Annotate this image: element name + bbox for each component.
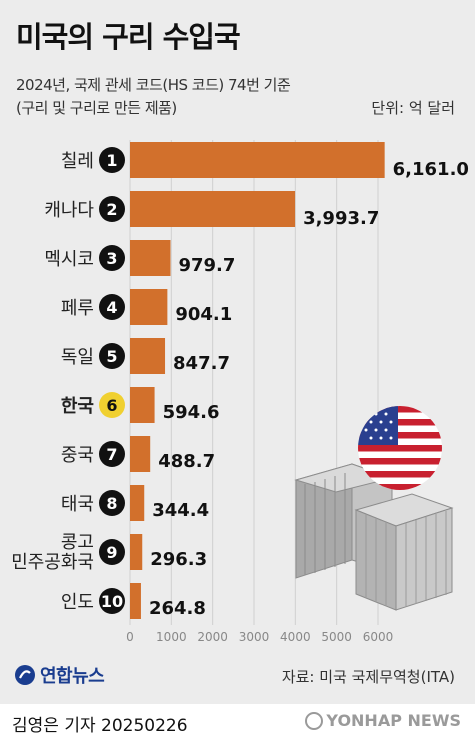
bar — [130, 436, 151, 472]
rank-number: 4 — [106, 298, 117, 317]
rank-number: 9 — [106, 543, 117, 562]
x-tick-label: 6000 — [363, 630, 394, 644]
unit-label: 단위: 억 달러 — [371, 99, 455, 117]
bar — [130, 534, 143, 570]
rank-badge — [99, 490, 125, 516]
value-label: 847.7 — [173, 353, 230, 374]
rank-badge — [99, 294, 125, 320]
value-label: 3,993.7 — [303, 208, 379, 229]
byline: 김영은 기자 20250226 — [12, 716, 188, 736]
rank-badge — [99, 196, 125, 222]
illustration — [294, 406, 454, 611]
rank-badge — [99, 539, 125, 565]
source-note: 자료: 미국 국제무역청(ITA) — [281, 668, 455, 686]
watermark-logo-icon — [305, 711, 324, 730]
category-label: 태국 — [61, 494, 94, 515]
x-tick-label: 0 — [126, 630, 134, 644]
bars-layer: 1 칠레 6,161.0 2 캐나다 3,993.7 3 멕시코 979.7 4 페루 904.1 5독… — [11, 142, 469, 619]
value-label: 488.7 — [158, 451, 215, 472]
rank-badge — [99, 245, 125, 271]
shipping-container-icon — [354, 493, 454, 611]
rank-number: 1 — [106, 151, 117, 170]
x-tick-label: 5000 — [321, 630, 352, 644]
bar — [130, 387, 155, 423]
value-label: 344.4 — [152, 500, 209, 521]
bar — [130, 142, 385, 178]
value-label: 6,161.0 — [393, 159, 469, 180]
bar — [130, 338, 166, 374]
category-label: 콩고 — [61, 532, 94, 553]
rank-number: 6 — [106, 396, 117, 415]
yonhap-logo-icon — [15, 665, 35, 685]
value-label: 904.1 — [175, 304, 232, 325]
category-label: 민주공화국 — [11, 552, 94, 573]
watermark: YONHAP NEWS — [305, 711, 461, 730]
value-label: 296.3 — [150, 549, 207, 570]
x-tick-label: 1000 — [156, 630, 187, 644]
category-label: 중국 — [61, 445, 94, 466]
rank-number: 10 — [101, 592, 123, 611]
bar — [130, 485, 145, 521]
rank-badge — [99, 343, 125, 369]
value-label: 594.6 — [163, 402, 220, 423]
rank-number: 5 — [106, 347, 117, 366]
subtitle-line-2: (구리 및 구리로 만든 제품) — [16, 99, 177, 117]
rank-number: 2 — [106, 200, 117, 219]
bar — [130, 583, 141, 619]
bar-chart: 0 1000 2000 3000 4000 5000 6000 — [11, 140, 469, 644]
rank-badge — [99, 441, 125, 467]
category-label: 멕시코 — [44, 249, 94, 270]
category-label: 한국 — [61, 396, 94, 417]
yonhap-logo: 연합뉴스 — [14, 664, 105, 687]
page-title: 미국의 구리 수입국 — [16, 20, 241, 54]
category-label: 인도 — [61, 592, 94, 613]
category-label: 독일 — [61, 347, 94, 368]
rank-badge — [99, 588, 125, 614]
x-tick-label: 4000 — [280, 630, 311, 644]
rank-number: 7 — [106, 445, 117, 464]
rank-badge — [99, 147, 125, 173]
category-label: 캐나다 — [44, 200, 94, 221]
rank-number: 8 — [106, 494, 117, 513]
bar — [130, 289, 168, 325]
x-tick-label: 3000 — [239, 630, 270, 644]
bar — [130, 191, 296, 227]
infographic-card: 미국의 구리 수입국 2024년, 국제 관세 코드(HS 코드) 74번 기준… — [0, 0, 475, 704]
rank-badge — [99, 392, 125, 418]
logo-text: 연합뉴스 — [40, 666, 105, 687]
subtitle-line-1: 2024년, 국제 관세 코드(HS 코드) 74번 기준 — [16, 76, 291, 94]
rank-number: 3 — [106, 249, 117, 268]
bar — [130, 240, 171, 276]
value-label: 979.7 — [178, 255, 235, 276]
grid-layer: 0 1000 2000 3000 4000 5000 6000 — [126, 140, 393, 644]
category-label: 칠레 — [61, 151, 94, 172]
x-tick-label: 2000 — [197, 630, 228, 644]
usa-flag-icon — [358, 406, 442, 490]
watermark-text: YONHAP NEWS — [326, 711, 461, 730]
value-label: 264.8 — [149, 598, 206, 619]
category-label: 페루 — [61, 298, 94, 319]
